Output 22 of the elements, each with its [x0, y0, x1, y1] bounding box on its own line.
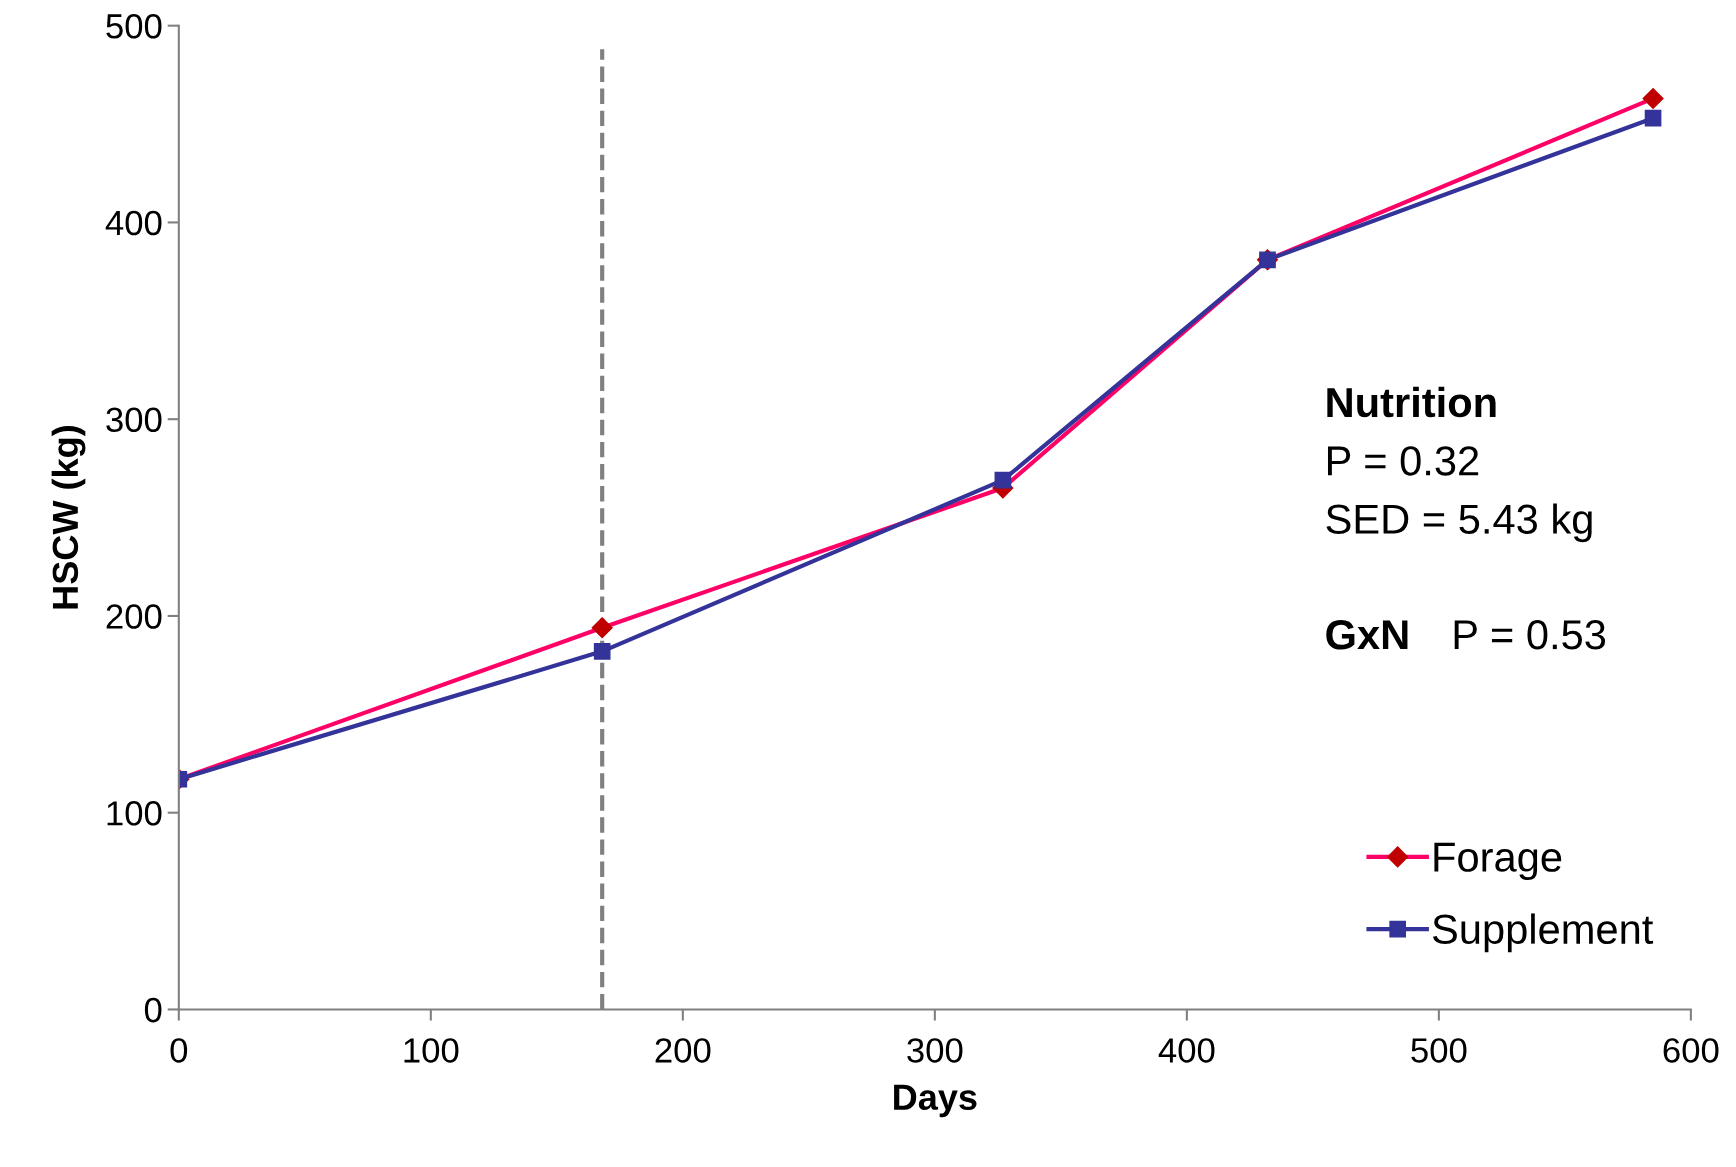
x-tick-label: 500	[1411, 1038, 1467, 1063]
x-tick-label: 200	[655, 1038, 711, 1063]
x-tick-label: 300	[907, 1038, 963, 1063]
x-tick-label: 600	[1663, 1038, 1719, 1063]
y-tick-label: 500	[106, 14, 162, 39]
y-tick-label: 300	[106, 407, 162, 433]
annotation: P = 0.32	[1327, 446, 1479, 476]
x-tick-label: 400	[1158, 1038, 1215, 1063]
y-tick-label: 400	[105, 210, 162, 236]
y-tick-label: 100	[107, 801, 162, 826]
legend-label: Forage	[1434, 842, 1562, 881]
x-tick-label: 0	[170, 1038, 188, 1063]
annotation: Nutrition	[1327, 386, 1496, 418]
annotation: SED = 5.43 kg	[1326, 503, 1592, 543]
annotation: GxN	[1326, 620, 1408, 650]
x-axis-title: Days	[894, 1084, 977, 1118]
x-tick-label: 100	[404, 1038, 459, 1063]
legend-label: Supplement	[1432, 913, 1654, 953]
annotation: P = 0.53	[1454, 620, 1606, 650]
y-tick-label: 200	[106, 604, 162, 629]
y-tick-label: 0	[144, 997, 162, 1023]
y-axis-title: HSCW (kg)	[51, 426, 86, 609]
